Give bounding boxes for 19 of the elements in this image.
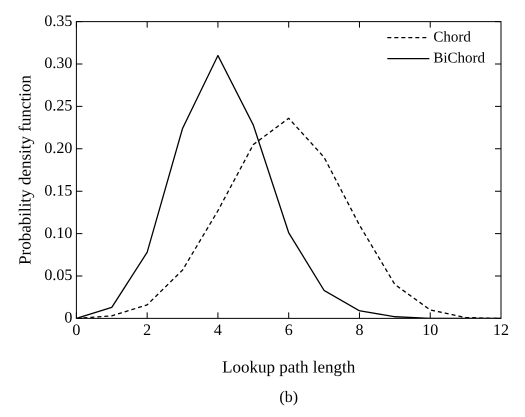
y-tick-label: 0.20 <box>44 140 72 158</box>
legend-label: BiChord <box>433 50 486 67</box>
text: (b) <box>279 389 298 406</box>
x-tick-label: 4 <box>214 322 222 340</box>
y-tick-label: 0.15 <box>44 182 72 200</box>
x-tick-label: 6 <box>284 322 293 340</box>
legend-label: Chord <box>433 30 472 46</box>
x-tick-label: 2 <box>143 322 152 340</box>
y-axis-title: Probability density function <box>16 74 35 265</box>
y-tick-label: 0.05 <box>44 267 72 284</box>
y-tick-label: 0.35 <box>44 12 72 30</box>
y-tick-label: 0 <box>64 310 72 327</box>
x-tick-label: 10 <box>422 322 438 340</box>
y-tick-label: 0.25 <box>44 98 72 115</box>
y-tick-label: 0.30 <box>44 55 72 72</box>
x-tick-label: 12 <box>493 322 509 340</box>
x-axis-title: Lookup path length <box>222 357 356 376</box>
y-tick-label: 0.10 <box>44 224 72 242</box>
x-tick-label: 8 <box>355 322 364 340</box>
